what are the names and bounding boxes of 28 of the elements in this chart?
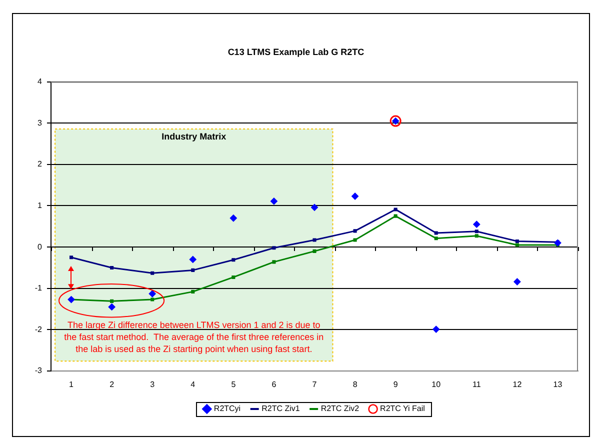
legend-label: R2TC Yi Fail	[380, 404, 426, 414]
x-tick-label: 13	[553, 380, 563, 390]
band-label: Industry Matrix	[162, 131, 226, 142]
x-tick-label: 9	[393, 380, 398, 390]
x-tick-label: 5	[231, 380, 236, 390]
x-tick-label: 8	[352, 380, 358, 390]
x-tick-label: 3	[150, 380, 156, 390]
annotation: The large Zi difference between LTMS version 1 and 2 is due to the fast start method. The average of the first three references in the lab is used as the Zi starting point when using fast start.	[63, 319, 325, 356]
x-tick-label: 11	[472, 380, 482, 390]
x-tick-label: 12	[512, 380, 522, 390]
x-tick-label: 6	[272, 380, 277, 390]
y-tick-label: -2	[34, 324, 43, 334]
y-tick-label: 2	[38, 160, 43, 169]
y-tick-label: -3	[34, 366, 43, 376]
y-tick-label: 0	[38, 242, 43, 252]
legend-label: R2TC Ziv2	[320, 404, 360, 414]
x-tick-label: 4	[190, 380, 196, 390]
x-tick-label: 1	[69, 380, 74, 390]
x-tick-label: 7	[312, 380, 318, 390]
legend-label: R2TCyi	[214, 404, 241, 414]
y-tick-label: -1	[34, 284, 43, 293]
y-tick-label: 1	[38, 200, 43, 210]
x-tick-label: 2	[110, 380, 115, 390]
x-tick-label: 10	[432, 380, 442, 390]
legend-label: R2TC Ziv1	[262, 404, 300, 414]
y-tick-label: 3	[38, 118, 43, 128]
chart-title: C13 LTMS Example Lab G R2TC	[228, 46, 365, 57]
y-tick-label: 4	[38, 77, 43, 86]
